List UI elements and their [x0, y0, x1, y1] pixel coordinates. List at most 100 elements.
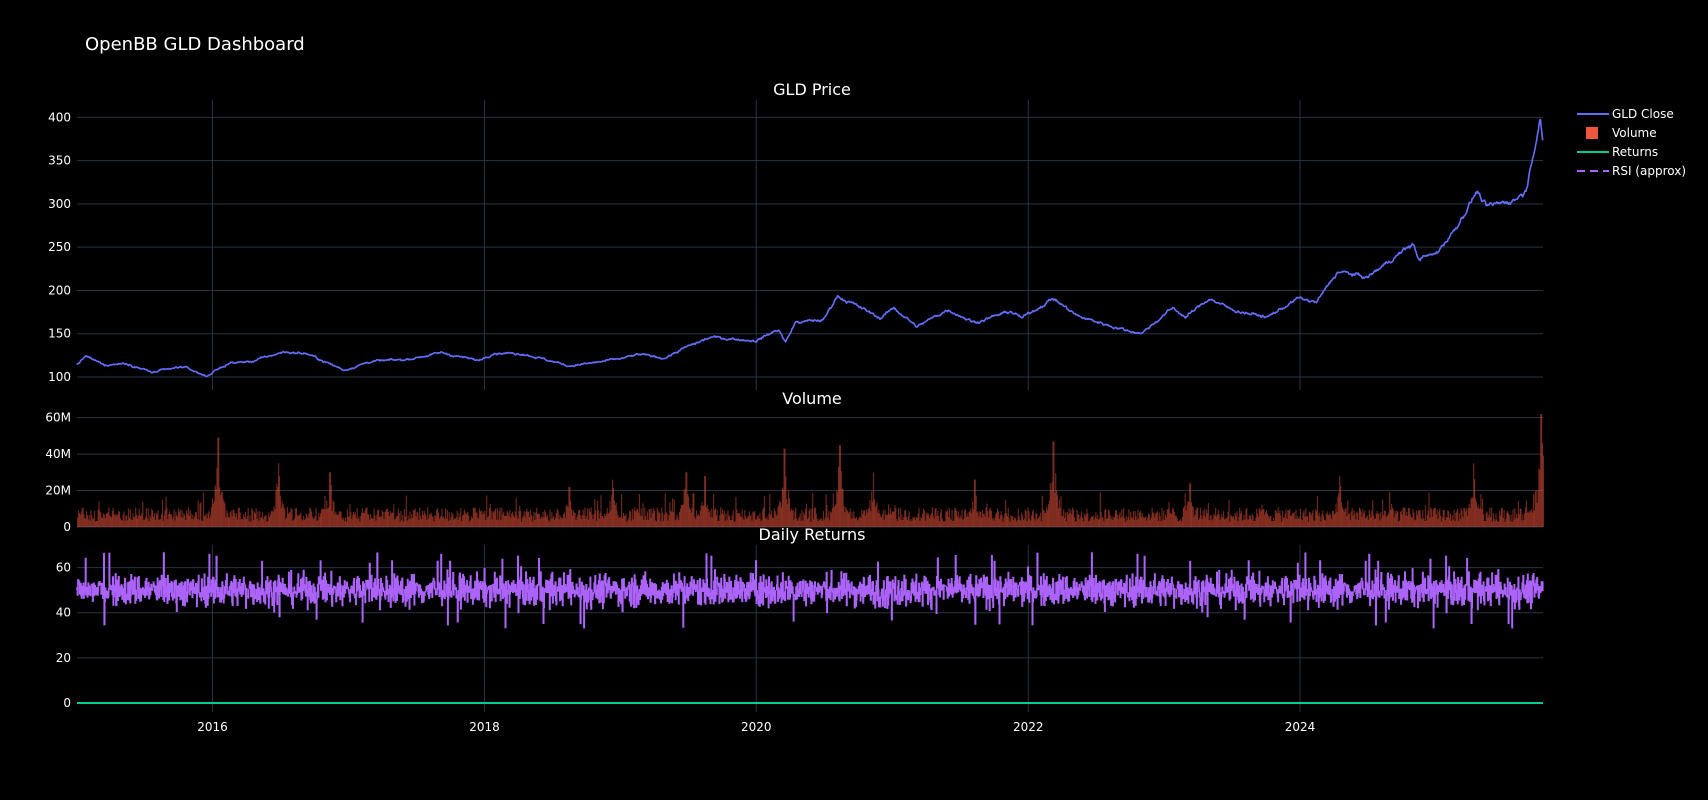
volume-bar: [1397, 511, 1399, 527]
volume-bar: [486, 495, 488, 527]
volume-bar: [886, 514, 888, 527]
volume-bar: [1385, 517, 1387, 527]
volume-bar: [518, 510, 520, 527]
volume-bar: [1418, 509, 1420, 527]
volume-bar: [1284, 513, 1286, 527]
volume-bar: [1003, 517, 1005, 527]
volume-bar: [953, 520, 955, 527]
volume-bar: [1261, 504, 1263, 527]
volume-bar: [470, 519, 472, 527]
volume-bar: [1386, 515, 1388, 527]
volume-bar: [332, 499, 334, 527]
volume-bar: [1151, 507, 1153, 527]
volume-bar: [1110, 519, 1112, 527]
volume-bar: [590, 507, 592, 527]
volume-bar: [1199, 507, 1201, 527]
volume-bar: [199, 503, 201, 527]
volume-bar: [763, 507, 765, 527]
volume-bar: [1106, 518, 1109, 527]
volume-bar: [211, 506, 213, 527]
volume-bar: [1073, 517, 1075, 527]
volume-bar: [1512, 509, 1514, 527]
volume-bar: [821, 518, 823, 527]
volume-bar: [1537, 490, 1539, 527]
volume-bar: [1143, 516, 1145, 527]
price-y-tick-label: 200: [48, 283, 71, 297]
volume-bar: [236, 513, 238, 527]
volume-bar: [79, 514, 81, 527]
volume-bar: [506, 510, 508, 527]
volume-bar: [503, 511, 505, 527]
volume-bar: [665, 512, 667, 527]
volume-bar: [552, 518, 554, 527]
volume-bar: [1502, 517, 1504, 527]
volume-bar: [403, 508, 406, 527]
volume-bar: [378, 516, 381, 527]
volume-bar: [534, 519, 536, 527]
volume-bar: [219, 487, 221, 527]
volume-bar: [908, 511, 910, 527]
volume-bar: [1449, 517, 1451, 527]
volume-bar: [145, 508, 147, 527]
volume-bar: [784, 448, 786, 527]
volume-bar: [543, 517, 545, 527]
volume-bar: [1526, 512, 1528, 527]
volume-bar: [1064, 512, 1067, 527]
volume-bar: [1262, 509, 1264, 527]
volume-bar: [1518, 514, 1520, 527]
volume-bar: [533, 511, 535, 527]
volume-bar: [574, 513, 576, 527]
volume-bar: [966, 513, 968, 527]
volume-bar: [1494, 520, 1496, 527]
volume-bar: [1452, 519, 1454, 527]
volume-bar: [247, 507, 249, 527]
volume-bar: [225, 517, 227, 527]
volume-bar: [704, 476, 706, 527]
volume-bar: [1095, 512, 1097, 527]
volume-bar: [790, 508, 792, 527]
volume-bar: [86, 515, 88, 527]
volume-bar: [993, 520, 995, 527]
volume-bar: [901, 514, 903, 527]
volume-bar: [1395, 513, 1397, 527]
volume-bar: [1156, 512, 1158, 527]
volume-bar: [623, 515, 625, 527]
volume-bar: [517, 519, 519, 527]
volume-bar: [142, 501, 144, 527]
legend-item-gld-close[interactable]: GLD Close: [1577, 107, 1674, 121]
volume-bar: [1458, 513, 1460, 527]
volume-bar: [810, 521, 812, 527]
legend-item-rsi[interactable]: RSI (approx): [1577, 164, 1686, 178]
volume-bar: [909, 520, 911, 527]
volume-bar: [905, 509, 907, 527]
volume-bar: [1103, 520, 1105, 527]
volume-bar: [265, 515, 267, 527]
volume-bar: [907, 516, 909, 527]
volume-bar: [1009, 521, 1011, 527]
volume-y-tick-label: 40M: [45, 447, 71, 461]
volume-bar: [1147, 517, 1149, 527]
legend-item-volume[interactable]: Volume: [1586, 126, 1657, 140]
volume-bar: [929, 518, 931, 527]
volume-bar: [558, 519, 560, 527]
volume-bar: [1404, 507, 1406, 527]
volume-bar: [1326, 511, 1328, 527]
volume-bar: [612, 488, 615, 527]
volume-bar: [1513, 519, 1515, 527]
volume-bar: [1342, 509, 1344, 527]
volume-bar: [422, 515, 424, 527]
volume-bar: [314, 516, 316, 527]
volume-bar: [476, 512, 478, 527]
volume-bar: [408, 519, 410, 527]
volume-bar: [1182, 507, 1184, 527]
volume-bar: [508, 515, 510, 527]
volume-bar: [554, 519, 556, 527]
volume-bar: [1410, 517, 1412, 527]
volume-bar: [1449, 513, 1452, 527]
volume-bar: [1439, 508, 1441, 527]
volume-bar: [1016, 519, 1018, 527]
legend-item-returns[interactable]: Returns: [1577, 145, 1658, 159]
volume-bar: [377, 509, 379, 527]
volume-bar: [340, 511, 342, 527]
returns-y-tick-label: 0: [63, 696, 71, 710]
